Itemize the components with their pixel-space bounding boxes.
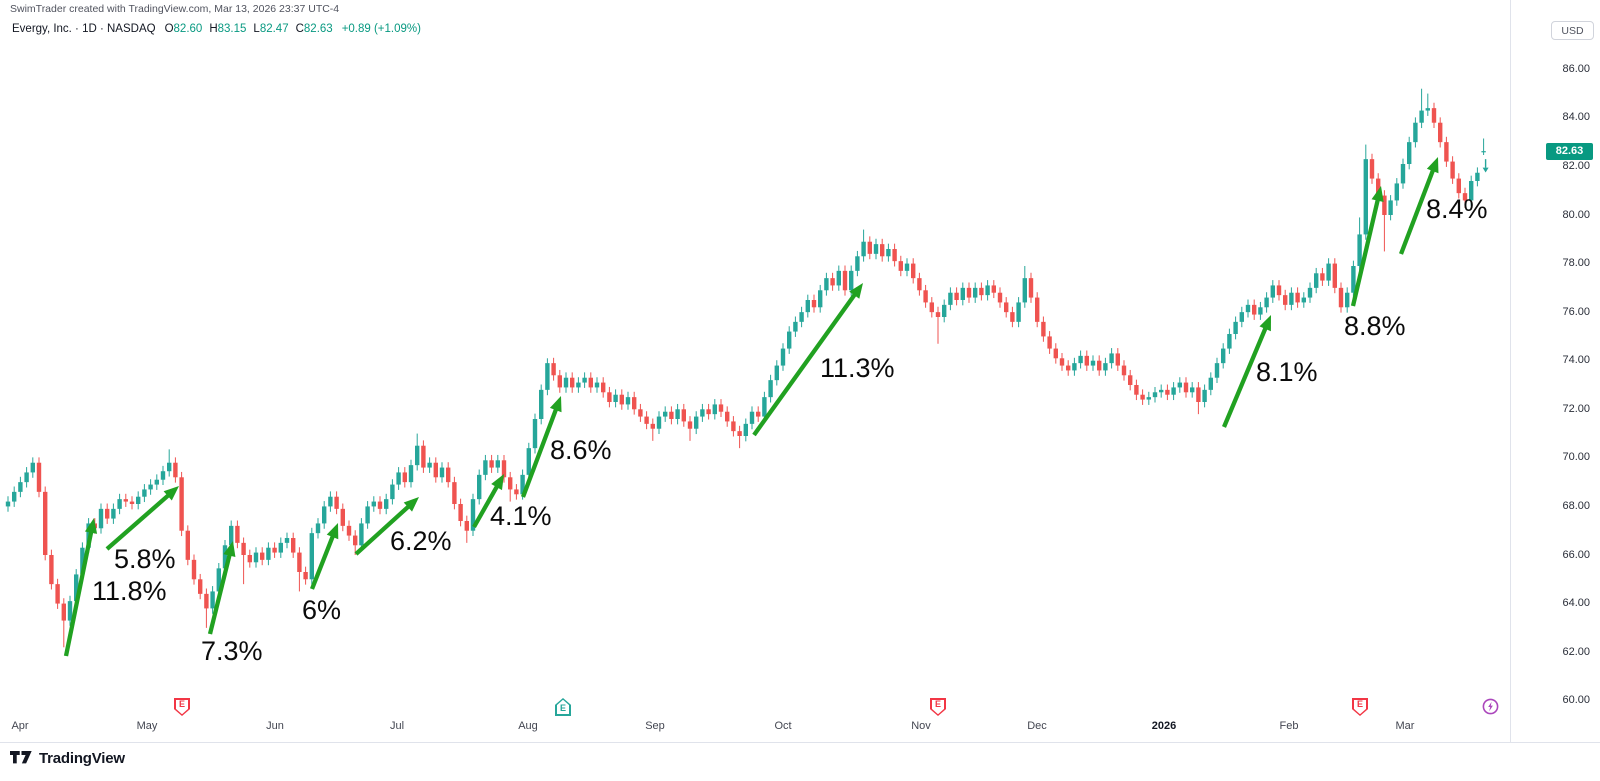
ohlc-values: O82.60 H83.15 L82.47 C82.63 (165, 23, 333, 35)
swing-percent-label[interactable]: 4.1% (490, 501, 552, 531)
symbol-legend[interactable]: Evergy, Inc. · 1D · NASDAQ O82.60 H83.15 L… (12, 23, 421, 35)
tradingview-logo-text: TradingView (39, 750, 125, 767)
swing-arrow[interactable] (752, 288, 860, 437)
swing-arrow[interactable] (354, 500, 415, 556)
swing-arrowhead (549, 396, 562, 413)
swing-percent-label[interactable]: 8.4% (1426, 194, 1488, 224)
swing-arrows-layer[interactable] (63, 157, 1439, 657)
price-tick-label: 68.00 (1562, 499, 1590, 512)
candles-layer (5, 88, 1486, 648)
swing-arrowhead (223, 541, 236, 558)
swing-percent-label[interactable]: 8.8% (1344, 311, 1406, 341)
month-label: Jul (389, 720, 405, 732)
earnings-badge-feb[interactable]: E (1352, 698, 1368, 716)
swing-arrow[interactable] (472, 480, 502, 529)
swing-arrow[interactable] (207, 548, 234, 635)
swing-arrowhead (1426, 157, 1439, 174)
event-badge-mar[interactable] (1482, 698, 1499, 716)
ohlc-item: O82.60 (164, 23, 203, 35)
swing-arrow[interactable] (1350, 193, 1382, 307)
swing-arrow[interactable] (1222, 321, 1270, 428)
price-tick-label: 74.00 (1562, 354, 1590, 367)
swing-arrowhead (849, 283, 863, 299)
time-axis-separator (0, 742, 1600, 743)
swing-arrowhead (491, 474, 504, 491)
swing-arrow[interactable] (520, 402, 561, 498)
realtime-arrow-icon (1482, 159, 1489, 173)
swing-arrow[interactable] (105, 489, 175, 551)
price-tick-label: 78.00 (1562, 257, 1590, 270)
price-tick-label: 70.00 (1562, 451, 1590, 464)
swing-percent-label[interactable]: 8.6% (550, 435, 612, 465)
price-tick-label: 62.00 (1562, 645, 1590, 658)
month-label: Jun (266, 720, 284, 732)
swing-percent-label[interactable]: 6% (302, 595, 342, 625)
price-change: +0.89 (+1.09%) (341, 23, 421, 35)
month-label: Dec (1027, 720, 1047, 732)
earnings-badge-may[interactable]: E (174, 698, 190, 716)
price-tick-label: 84.00 (1562, 111, 1590, 124)
attribution-text: SwimTrader created with TradingView.com,… (10, 3, 340, 15)
price-tick-label: 86.00 (1562, 62, 1590, 75)
lightning-icon (1482, 698, 1499, 715)
month-label: Feb (1279, 720, 1299, 732)
swing-arrowhead (403, 497, 419, 512)
swing-percent-label[interactable]: 11.8% (92, 576, 167, 606)
month-label: Mar (1395, 720, 1415, 732)
earnings-badge-nov[interactable]: E (930, 698, 946, 716)
swing-arrowhead (1259, 315, 1271, 332)
price-tick-label: 82.00 (1562, 159, 1590, 172)
price-tick-label: 64.00 (1562, 597, 1590, 610)
ohlc-item: H83.15 (209, 23, 247, 35)
swing-arrow[interactable] (1398, 163, 1438, 255)
swing-arrowhead (84, 518, 98, 534)
month-label: 2026 (1151, 720, 1177, 732)
tradingview-logo-icon (10, 750, 32, 763)
tradingview-logo[interactable]: TradingView (10, 750, 125, 767)
ohlc-item: C82.63 (295, 23, 333, 35)
price-axis-separator (1510, 0, 1511, 742)
last-price-badge: 82.63 (1546, 142, 1593, 160)
month-label: Aug (518, 720, 538, 732)
price-tick-label: 76.00 (1562, 305, 1590, 318)
price-tick-label: 80.00 (1562, 208, 1590, 221)
symbol-title: Evergy, Inc. · 1D · NASDAQ (12, 23, 156, 35)
month-label: Sep (645, 720, 665, 732)
price-tick-label: 60.00 (1562, 694, 1590, 707)
swing-percent-label[interactable]: 5.8% (114, 544, 176, 574)
swing-percent-label[interactable]: 7.3% (201, 636, 263, 666)
swing-arrow[interactable] (309, 529, 337, 590)
month-label: Apr (11, 720, 29, 732)
earnings-badge-aug[interactable]: E (555, 698, 571, 716)
month-label: May (136, 720, 158, 732)
price-tick-label: 66.00 (1562, 548, 1590, 561)
price-tick-label: 72.00 (1562, 402, 1590, 415)
ohlc-item: L82.47 (253, 23, 289, 35)
month-label: Nov (911, 720, 931, 732)
currency-button[interactable]: USD (1551, 21, 1594, 40)
swing-arrowhead (163, 486, 179, 501)
month-label: Oct (774, 720, 792, 732)
swing-percent-label[interactable]: 6.2% (390, 526, 452, 556)
swing-arrow[interactable] (63, 525, 95, 657)
swing-arrowhead (326, 523, 339, 540)
swing-percent-label[interactable]: 11.3% (820, 353, 895, 383)
swing-arrowhead (1371, 186, 1384, 203)
swing-percent-label[interactable]: 8.1% (1256, 357, 1318, 387)
